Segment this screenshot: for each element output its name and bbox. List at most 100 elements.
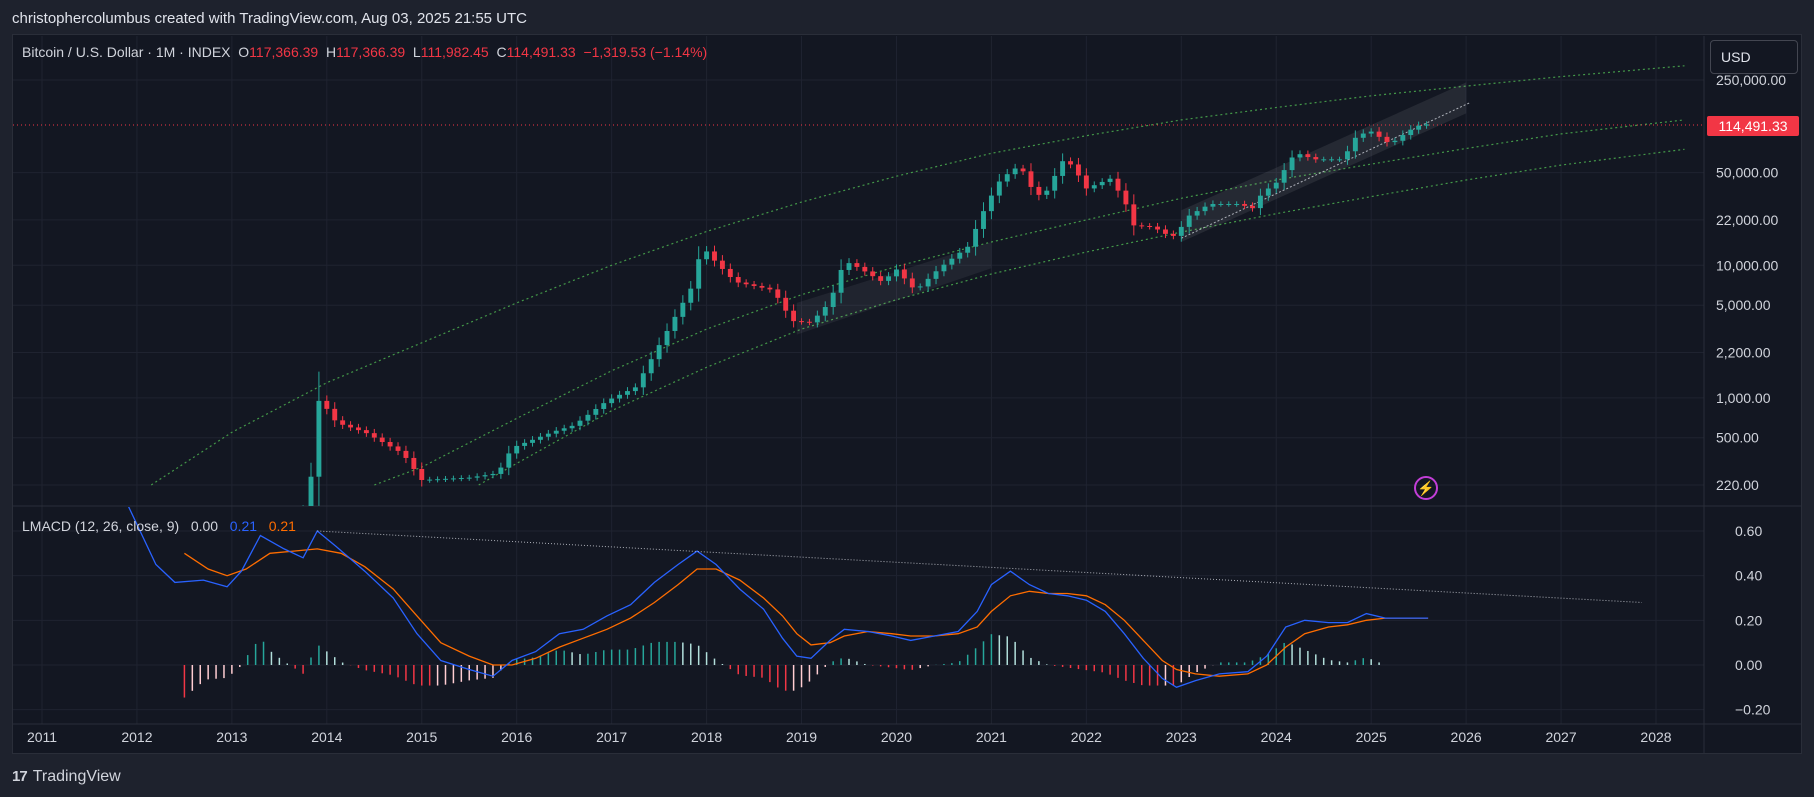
candle-body <box>1044 190 1050 195</box>
candle-body <box>387 442 393 447</box>
candle-body <box>1257 195 1263 209</box>
candle-body <box>672 316 678 331</box>
candle-body <box>1242 204 1248 206</box>
macd-line <box>128 507 1429 689</box>
candle-body <box>1020 168 1026 172</box>
candle-body <box>759 285 765 288</box>
candle-body <box>363 430 369 434</box>
candle-body <box>293 513 298 517</box>
candle-body <box>632 387 638 392</box>
candle-body <box>245 567 250 603</box>
high-value: 117,366.39 <box>336 44 406 60</box>
footer-brand-label: TradingView <box>32 768 121 785</box>
candle-body <box>522 442 528 446</box>
candle-body <box>925 278 931 287</box>
candle-body <box>1036 186 1042 195</box>
change-value: −1,319.53 (−1.14%) <box>583 44 708 60</box>
candle-body <box>569 425 575 429</box>
candle-body <box>348 424 354 428</box>
candle-body <box>301 509 306 513</box>
candle-body <box>1376 131 1382 137</box>
candle-body <box>601 403 607 409</box>
candle-body <box>743 282 749 285</box>
candle-body <box>1147 225 1153 227</box>
price-tick-label: 10,000.00 <box>1716 257 1778 273</box>
candle-body <box>909 278 915 288</box>
candle-body <box>767 287 773 290</box>
candle-body <box>751 284 757 286</box>
candle-body <box>1352 137 1358 152</box>
candle-body <box>1194 211 1200 216</box>
footer-brand[interactable]: 17 TradingView <box>12 764 121 790</box>
candle-body <box>395 446 401 451</box>
candle-body <box>791 310 797 322</box>
candle-body <box>680 302 686 317</box>
candle-body <box>838 269 844 293</box>
candle-body <box>719 260 725 269</box>
candle-body <box>1131 204 1137 226</box>
candle-body <box>886 276 892 281</box>
candle-body <box>1400 135 1406 141</box>
candle-body <box>806 321 812 323</box>
candle-body <box>332 408 338 421</box>
price-panel <box>13 65 1704 603</box>
candle-body <box>379 437 385 443</box>
candle-body <box>1281 170 1287 183</box>
price-tick-label: 22,000.00 <box>1716 212 1778 228</box>
candle-body <box>506 453 512 468</box>
candle-body <box>1273 182 1279 189</box>
upper-channel-line <box>150 65 1685 486</box>
candle-body <box>1360 133 1366 138</box>
candle-body <box>1210 204 1216 207</box>
macd-hist-value: 0.00 <box>190 518 219 534</box>
time-tick-label: 2015 <box>406 729 437 745</box>
candle-body <box>1163 229 1168 234</box>
candle-body <box>1139 225 1145 227</box>
currency-button[interactable]: USD <box>1710 40 1798 74</box>
candle-body <box>585 414 591 421</box>
candle-body <box>1265 188 1271 196</box>
candle-body <box>933 271 939 279</box>
candle-body <box>1083 175 1089 189</box>
candle-body <box>435 479 441 481</box>
candle-body <box>1115 178 1121 191</box>
candle-body <box>1068 161 1073 165</box>
macd-axis: 0.60 0.40 0.20 0.00 −0.20 <box>1735 523 1771 718</box>
candle-body <box>1178 226 1184 236</box>
candle-body <box>1313 157 1319 160</box>
candle-body <box>427 479 433 481</box>
close-label: C <box>496 44 507 60</box>
time-tick-label: 2020 <box>881 729 912 745</box>
symbol-title[interactable]: Bitcoin / U.S. Dollar · 1M · INDEX <box>22 44 231 60</box>
time-tick-label: 2021 <box>976 729 1007 745</box>
candle-body <box>324 400 330 409</box>
low-value: 111,982.45 <box>420 44 489 60</box>
open-value: 117,366.39 <box>249 44 319 60</box>
candle-body <box>917 286 923 288</box>
macd-title[interactable]: LMACD (12, 26, close, 9) <box>22 518 180 534</box>
price-tick-label: 2,200.00 <box>1716 344 1771 360</box>
candle-body <box>1123 190 1129 205</box>
candle-body <box>458 478 464 480</box>
candle-body <box>894 269 899 277</box>
lightning-icon[interactable]: ⚡ <box>1414 476 1438 500</box>
candle-body <box>498 467 504 474</box>
macd-tick-label: 0.00 <box>1735 657 1762 673</box>
time-tick-label: 2023 <box>1166 729 1197 745</box>
candles <box>245 121 1430 603</box>
candle-body <box>356 427 361 431</box>
candle-body <box>514 445 520 454</box>
candle-body <box>1416 125 1422 130</box>
candle-body <box>688 288 694 303</box>
candle-body <box>450 478 456 480</box>
price-tick-label: 220.00 <box>1716 477 1759 493</box>
candle-body <box>537 436 543 440</box>
time-axis: 2011 2012 2013 2014 2015 2016 2017 2018 2019 2020… <box>27 729 1672 745</box>
candle-body <box>1028 171 1034 187</box>
macd-tick-label: 0.20 <box>1735 612 1762 628</box>
price-tick-label: 5,000.00 <box>1716 297 1771 313</box>
candle-body <box>1384 136 1390 143</box>
chart-frame[interactable] <box>12 34 1802 754</box>
symbol-legend: Bitcoin / U.S. Dollar · 1M · INDEX O117,… <box>22 44 707 60</box>
